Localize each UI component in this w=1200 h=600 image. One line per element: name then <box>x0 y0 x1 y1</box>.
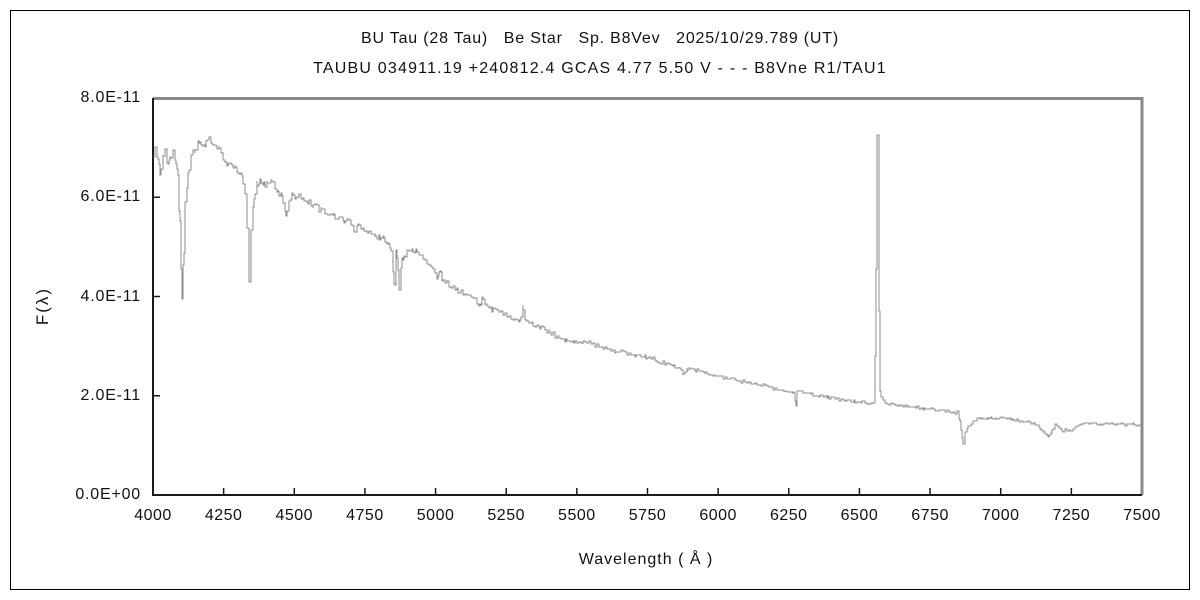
y-tick-label: 8.0E-11 <box>80 89 141 106</box>
x-tick-label: 5000 <box>416 507 455 524</box>
x-tick-label: 7250 <box>1052 507 1091 524</box>
plot-frame-left-bottom <box>152 98 1142 496</box>
plot-frame-top-right <box>153 97 1144 495</box>
x-tick-label: 4250 <box>204 507 243 524</box>
x-tick-label: 7000 <box>981 507 1020 524</box>
spectrum-line <box>153 134 1143 445</box>
chart-title: BU Tau (28 Tau) Be Star Sp. B8Vev 2025/1… <box>361 30 839 47</box>
y-tick-label: 6.0E-11 <box>80 188 141 206</box>
x-tick-label: 5750 <box>628 507 667 524</box>
x-tick-label: 6500 <box>840 507 879 524</box>
y-tick-label: 0.0E+00 <box>75 486 141 503</box>
x-tick-label: 6750 <box>911 507 949 524</box>
x-tick-label: 5500 <box>558 507 596 524</box>
x-tick-label: 5250 <box>487 507 525 524</box>
x-tick-label: 7500 <box>1123 507 1161 524</box>
y-tick-label: 2.0E-11 <box>80 386 141 404</box>
x-tick-label: 4500 <box>275 507 314 524</box>
x-tick-label: 6250 <box>769 507 808 524</box>
chart-subtitle: TAUBU 034911.19 +240812.4 GCAS 4.77 5.50… <box>313 60 887 77</box>
x-axis-label: Wavelength ( Å ) <box>578 551 714 568</box>
y-axis-label: F(λ) <box>33 286 52 326</box>
x-tick-label: 6000 <box>699 507 737 524</box>
x-tick-label: 4750 <box>346 507 384 524</box>
y-tick-label: 4.0E-11 <box>80 287 141 305</box>
x-tick-label: 4000 <box>134 507 172 524</box>
